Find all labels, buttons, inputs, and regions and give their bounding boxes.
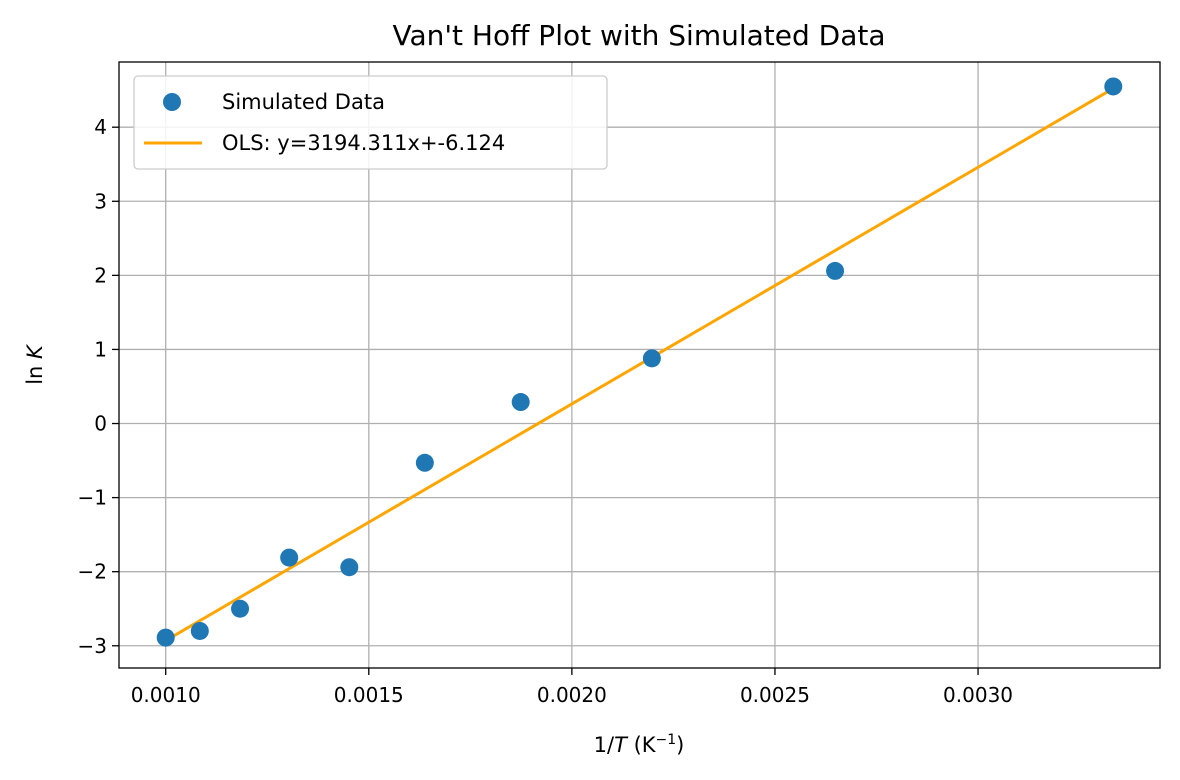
y-tick-label: 4	[94, 115, 107, 139]
y-tick-label: 1	[94, 337, 107, 361]
chart-title: Van't Hoff Plot with Simulated Data	[392, 19, 885, 52]
data-point	[1104, 77, 1123, 96]
data-point	[280, 548, 299, 567]
data-point	[340, 558, 359, 577]
y-tick-label: −1	[78, 486, 107, 510]
data-point	[156, 628, 175, 647]
legend-label-scatter: Simulated Data	[222, 90, 385, 114]
x-tick-label: 0.0025	[740, 683, 810, 707]
y-tick-label: 3	[94, 189, 107, 213]
data-point	[511, 393, 530, 412]
x-tick-label: 0.0030	[943, 683, 1013, 707]
data-point	[642, 349, 661, 368]
x-axis-label-prefix: 1/	[594, 733, 615, 757]
y-tick-label: 2	[94, 263, 107, 287]
x-axis-label-close: )	[676, 733, 684, 757]
y-tick-label: −2	[78, 560, 107, 584]
data-point	[415, 453, 434, 472]
y-axis-label: ln K	[23, 343, 47, 385]
x-tick-label: 0.0015	[334, 683, 404, 707]
x-axis-label: 1/T (K−1)	[594, 732, 685, 757]
data-point	[231, 599, 250, 618]
legend-label-line: OLS: y=3194.311x+-6.124	[222, 131, 505, 155]
y-axis-label-var: K	[23, 343, 47, 359]
x-axis-label-unit: (K	[627, 733, 657, 757]
legend-box	[133, 75, 608, 170]
ticks-layer: 0.0010 0.0015 0.0020 0.0025 0.0030 −3 −2 −1 0 1 2 3…	[78, 115, 1014, 707]
y-tick-label: −3	[78, 634, 107, 658]
legend: Simulated Data OLS: y=3194.311x+-6.124	[133, 75, 608, 170]
y-axis-label-ln: ln	[23, 359, 47, 385]
x-axis-label-var: T	[614, 733, 629, 757]
x-tick-label: 0.0010	[131, 683, 201, 707]
x-axis-label-exp: −1	[656, 732, 677, 748]
data-point	[826, 261, 845, 280]
y-tick-label: 0	[94, 412, 107, 436]
grid-layer	[119, 62, 1160, 668]
plot-layer	[156, 77, 1123, 647]
x-tick-label: 0.0020	[537, 683, 607, 707]
data-point	[190, 621, 209, 640]
legend-marker-scatter	[163, 93, 181, 111]
ols-fit-line	[164, 87, 1115, 642]
plot-frame	[118, 61, 1161, 669]
